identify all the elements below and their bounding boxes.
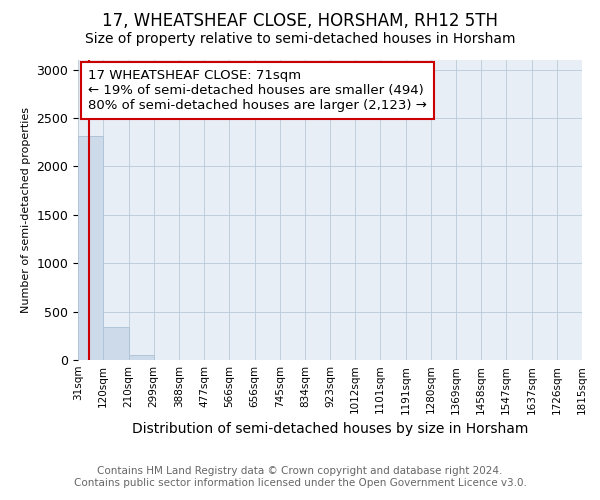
Text: Contains HM Land Registry data © Crown copyright and database right 2024.
Contai: Contains HM Land Registry data © Crown c… — [74, 466, 526, 487]
Bar — [78, 136, 103, 360]
Text: Size of property relative to semi-detached houses in Horsham: Size of property relative to semi-detach… — [85, 32, 515, 46]
Bar — [103, 326, 128, 360]
X-axis label: Distribution of semi-detached houses by size in Horsham: Distribution of semi-detached houses by … — [132, 422, 528, 436]
Text: 17 WHEATSHEAF CLOSE: 71sqm
← 19% of semi-detached houses are smaller (494)
80% o: 17 WHEATSHEAF CLOSE: 71sqm ← 19% of semi… — [88, 69, 427, 112]
Bar — [128, 356, 154, 360]
Y-axis label: Number of semi-detached properties: Number of semi-detached properties — [21, 107, 31, 313]
Text: 17, WHEATSHEAF CLOSE, HORSHAM, RH12 5TH: 17, WHEATSHEAF CLOSE, HORSHAM, RH12 5TH — [102, 12, 498, 30]
